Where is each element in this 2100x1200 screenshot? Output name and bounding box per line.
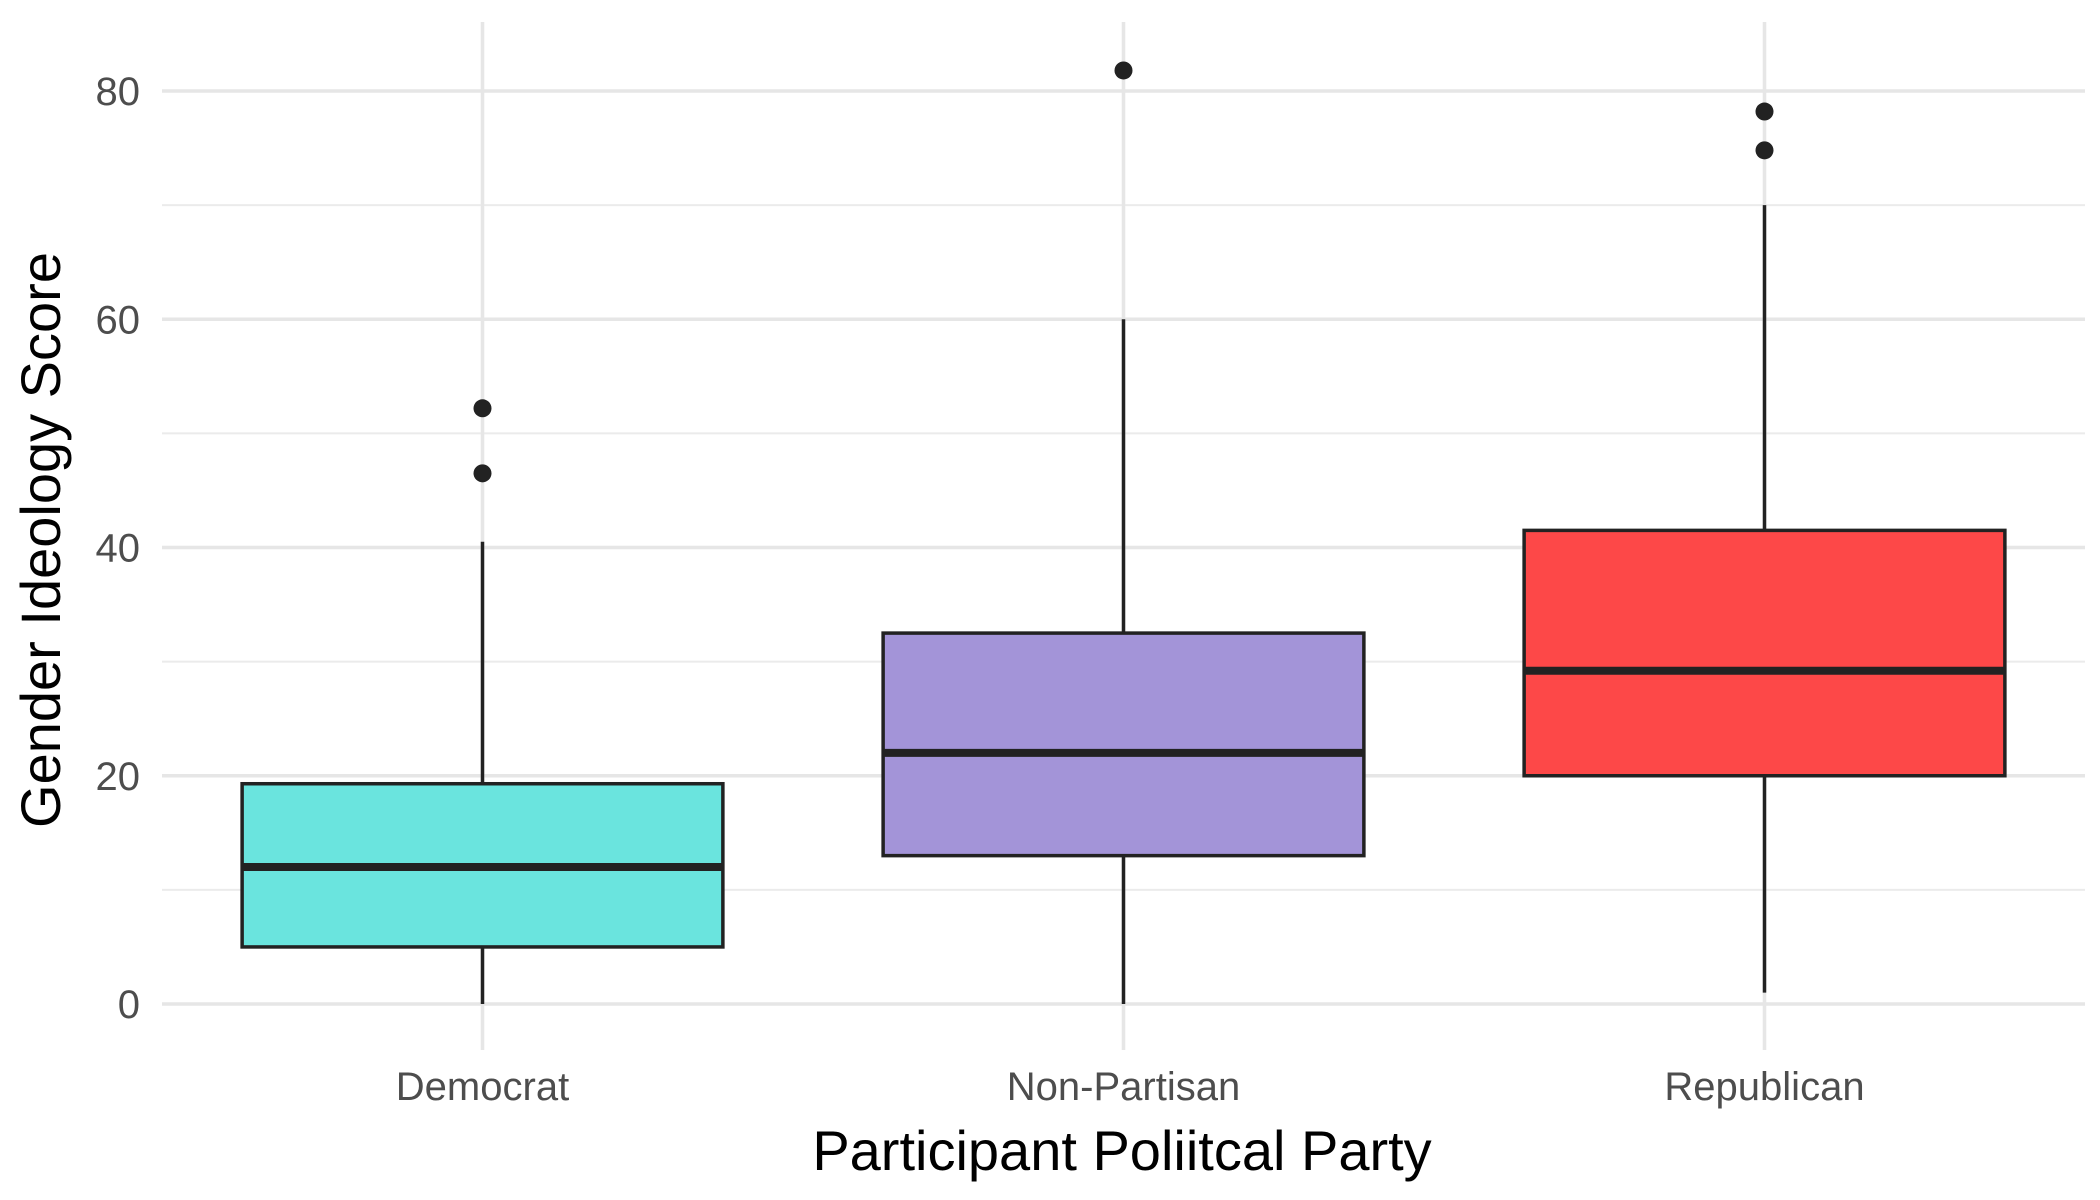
- y-tick-label: 20: [96, 755, 141, 799]
- box: [881, 631, 1366, 858]
- outlier-point: [1114, 61, 1133, 80]
- outlier-point: [1755, 141, 1774, 160]
- x-tick-label: Republican: [1664, 1065, 1864, 1109]
- box-group: [881, 61, 1366, 1004]
- y-tick-labels: 0 20 40 60 80: [96, 70, 141, 1027]
- boxes: [240, 61, 2007, 1004]
- box-group: [1522, 102, 2007, 993]
- y-tick-label: 40: [96, 527, 141, 571]
- box: [1522, 528, 2007, 778]
- outlier-point: [473, 464, 492, 483]
- x-tick-labels: Democrat Non-Partisan Republican: [396, 1065, 1865, 1109]
- outlier-point: [1755, 102, 1774, 121]
- y-axis-title: Gender Ideology Score: [9, 252, 72, 828]
- y-tick-label: 80: [96, 70, 141, 114]
- outlier-point: [473, 399, 492, 418]
- y-tick-label: 60: [96, 298, 141, 342]
- box-group: [240, 399, 725, 1004]
- y-tick-label: 0: [118, 983, 140, 1027]
- x-tick-label: Democrat: [396, 1065, 569, 1109]
- x-tick-label: Non-Partisan: [1007, 1065, 1240, 1109]
- x-axis-title: Participant Poliitcal Party: [812, 1119, 1431, 1182]
